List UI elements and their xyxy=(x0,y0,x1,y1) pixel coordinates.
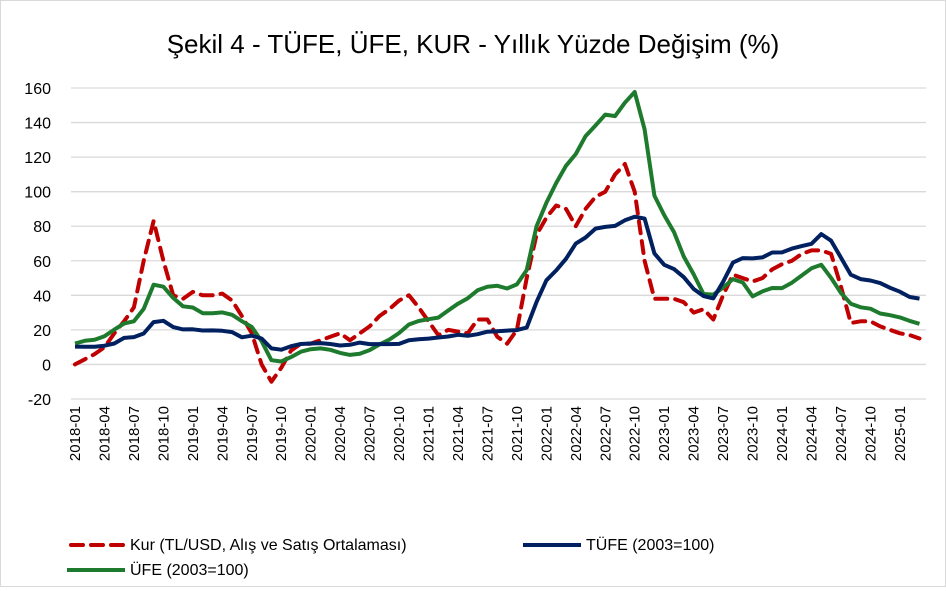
x-tick-label: 2019-04 xyxy=(214,406,231,461)
x-tick-label: 2018-04 xyxy=(96,406,113,461)
x-tick-label: 2022-01 xyxy=(538,406,555,461)
series-lines xyxy=(73,90,922,384)
y-tick-label: 140 xyxy=(24,116,51,133)
x-tick-label: 2021-07 xyxy=(479,406,496,461)
legend: Kur (TL/USD, Alış ve Satış Ortalaması) TÜ… xyxy=(67,536,715,579)
x-tick-label: 2025-01 xyxy=(892,406,909,461)
gridlines xyxy=(71,87,926,400)
x-tick-label: 2024-07 xyxy=(833,406,850,461)
y-tick-label: -20 xyxy=(28,392,51,409)
y-tick-label: 80 xyxy=(33,219,51,236)
y-tick-label: 120 xyxy=(24,150,51,167)
x-tick-label: 2019-10 xyxy=(273,406,290,461)
x-tick-label: 2021-04 xyxy=(450,406,467,461)
series-line-0 xyxy=(73,162,922,384)
x-tick-label: 2024-01 xyxy=(774,406,791,461)
x-tick-label: 2019-07 xyxy=(244,406,261,461)
legend-label: TÜFE (2003=100) xyxy=(586,536,715,554)
legend-label: Kur (TL/USD, Alış ve Satış Ortalaması) xyxy=(130,537,407,554)
y-tick-label: 40 xyxy=(33,288,51,305)
x-tick-label: 2018-10 xyxy=(155,406,172,461)
y-tick-label: 0 xyxy=(42,357,51,374)
x-tick-label: 2020-07 xyxy=(362,406,379,461)
x-tick-label: 2023-01 xyxy=(656,406,673,461)
y-axis-ticks: -20 0 20 40 60 80 100 120 140 160 xyxy=(24,81,51,409)
x-tick-label: 2021-01 xyxy=(421,406,438,461)
x-tick-label: 2020-10 xyxy=(391,406,408,461)
x-tick-label: 2018-07 xyxy=(126,406,143,461)
series-line-1 xyxy=(74,214,920,352)
x-tick-label: 2020-01 xyxy=(303,406,320,461)
x-tick-label: 2023-07 xyxy=(715,406,732,461)
chart-title: Şekil 4 - TÜFE, ÜFE, KUR - Yıllık Yüzde … xyxy=(167,29,780,59)
x-tick-label: 2018-01 xyxy=(67,406,84,461)
x-tick-label: 2023-10 xyxy=(745,406,762,461)
y-tick-label: 100 xyxy=(24,185,51,202)
x-tick-label: 2022-10 xyxy=(627,406,644,461)
x-tick-label: 2024-10 xyxy=(862,406,879,461)
x-tick-label: 2022-07 xyxy=(597,406,614,461)
x-tick-label: 2023-04 xyxy=(686,406,703,461)
x-tick-label: 2024-04 xyxy=(804,406,821,461)
x-tick-label: 2022-04 xyxy=(568,406,585,461)
series-line-2 xyxy=(74,90,921,364)
x-tick-label: 2019-01 xyxy=(185,406,202,461)
x-axis-ticks: 2018-01 2018-04 2018-07 2018-10 2019-01 2019-… xyxy=(67,406,909,461)
y-tick-label: 20 xyxy=(33,323,51,340)
y-tick-label: 60 xyxy=(33,254,51,271)
x-tick-label: 2020-04 xyxy=(332,406,349,461)
legend-label: ÜFE (2003=100) xyxy=(130,561,249,579)
y-tick-label: 160 xyxy=(24,81,51,98)
x-tick-label: 2021-10 xyxy=(509,406,526,461)
